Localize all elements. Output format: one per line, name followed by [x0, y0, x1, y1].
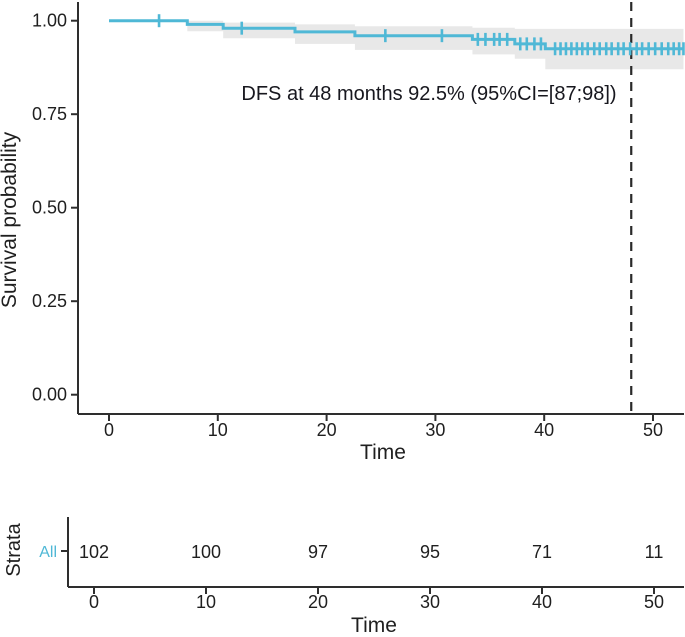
x-tick-label: 50 [643, 420, 663, 440]
risk-table-tick-label: 20 [308, 592, 328, 612]
y-axis-title: Survival probability [0, 131, 21, 308]
x-axis-title: Time [360, 441, 406, 464]
risk-table-tick-label: 30 [420, 592, 440, 612]
y-tick-label: 0.75 [32, 104, 67, 124]
km-curve [109, 19, 684, 51]
y-tick-label: 0.00 [32, 385, 67, 405]
x-tick-label: 20 [317, 420, 337, 440]
risk-table-tick-label: 10 [196, 592, 216, 612]
x-tick-label: 0 [104, 420, 114, 440]
y-tick-label: 1.00 [32, 11, 67, 31]
generated-chart-layer: 1.00 0.75 0.50 0.25 0.00 0 10 20 30 40 50 0 102 10 100… [32, 2, 685, 612]
risk-table-tick-label: 50 [644, 592, 664, 612]
y-tick-label: 0.50 [32, 198, 67, 218]
risk-table-x-axis-title: Time [351, 614, 397, 637]
at-risk-count: 97 [308, 542, 328, 562]
at-risk-count: 102 [79, 542, 109, 562]
x-tick-label: 40 [534, 420, 554, 440]
at-risk-count: 71 [532, 542, 552, 562]
x-tick-label: 30 [425, 420, 445, 440]
risk-table-tick-label: 40 [532, 592, 552, 612]
at-risk-count: 11 [645, 542, 664, 562]
strata-row-label-all: All [39, 544, 57, 561]
dfs-annotation: DFS at 48 months 92.5% (95%CI=[87;98]) [241, 83, 616, 105]
strata-axis-title: Strata [3, 522, 25, 576]
risk-table-tick-label: 0 [89, 592, 99, 612]
y-tick-label: 0.25 [32, 291, 67, 311]
at-risk-count: 100 [191, 542, 221, 562]
at-risk-count: 95 [420, 542, 440, 562]
x-tick-label: 10 [208, 420, 228, 440]
